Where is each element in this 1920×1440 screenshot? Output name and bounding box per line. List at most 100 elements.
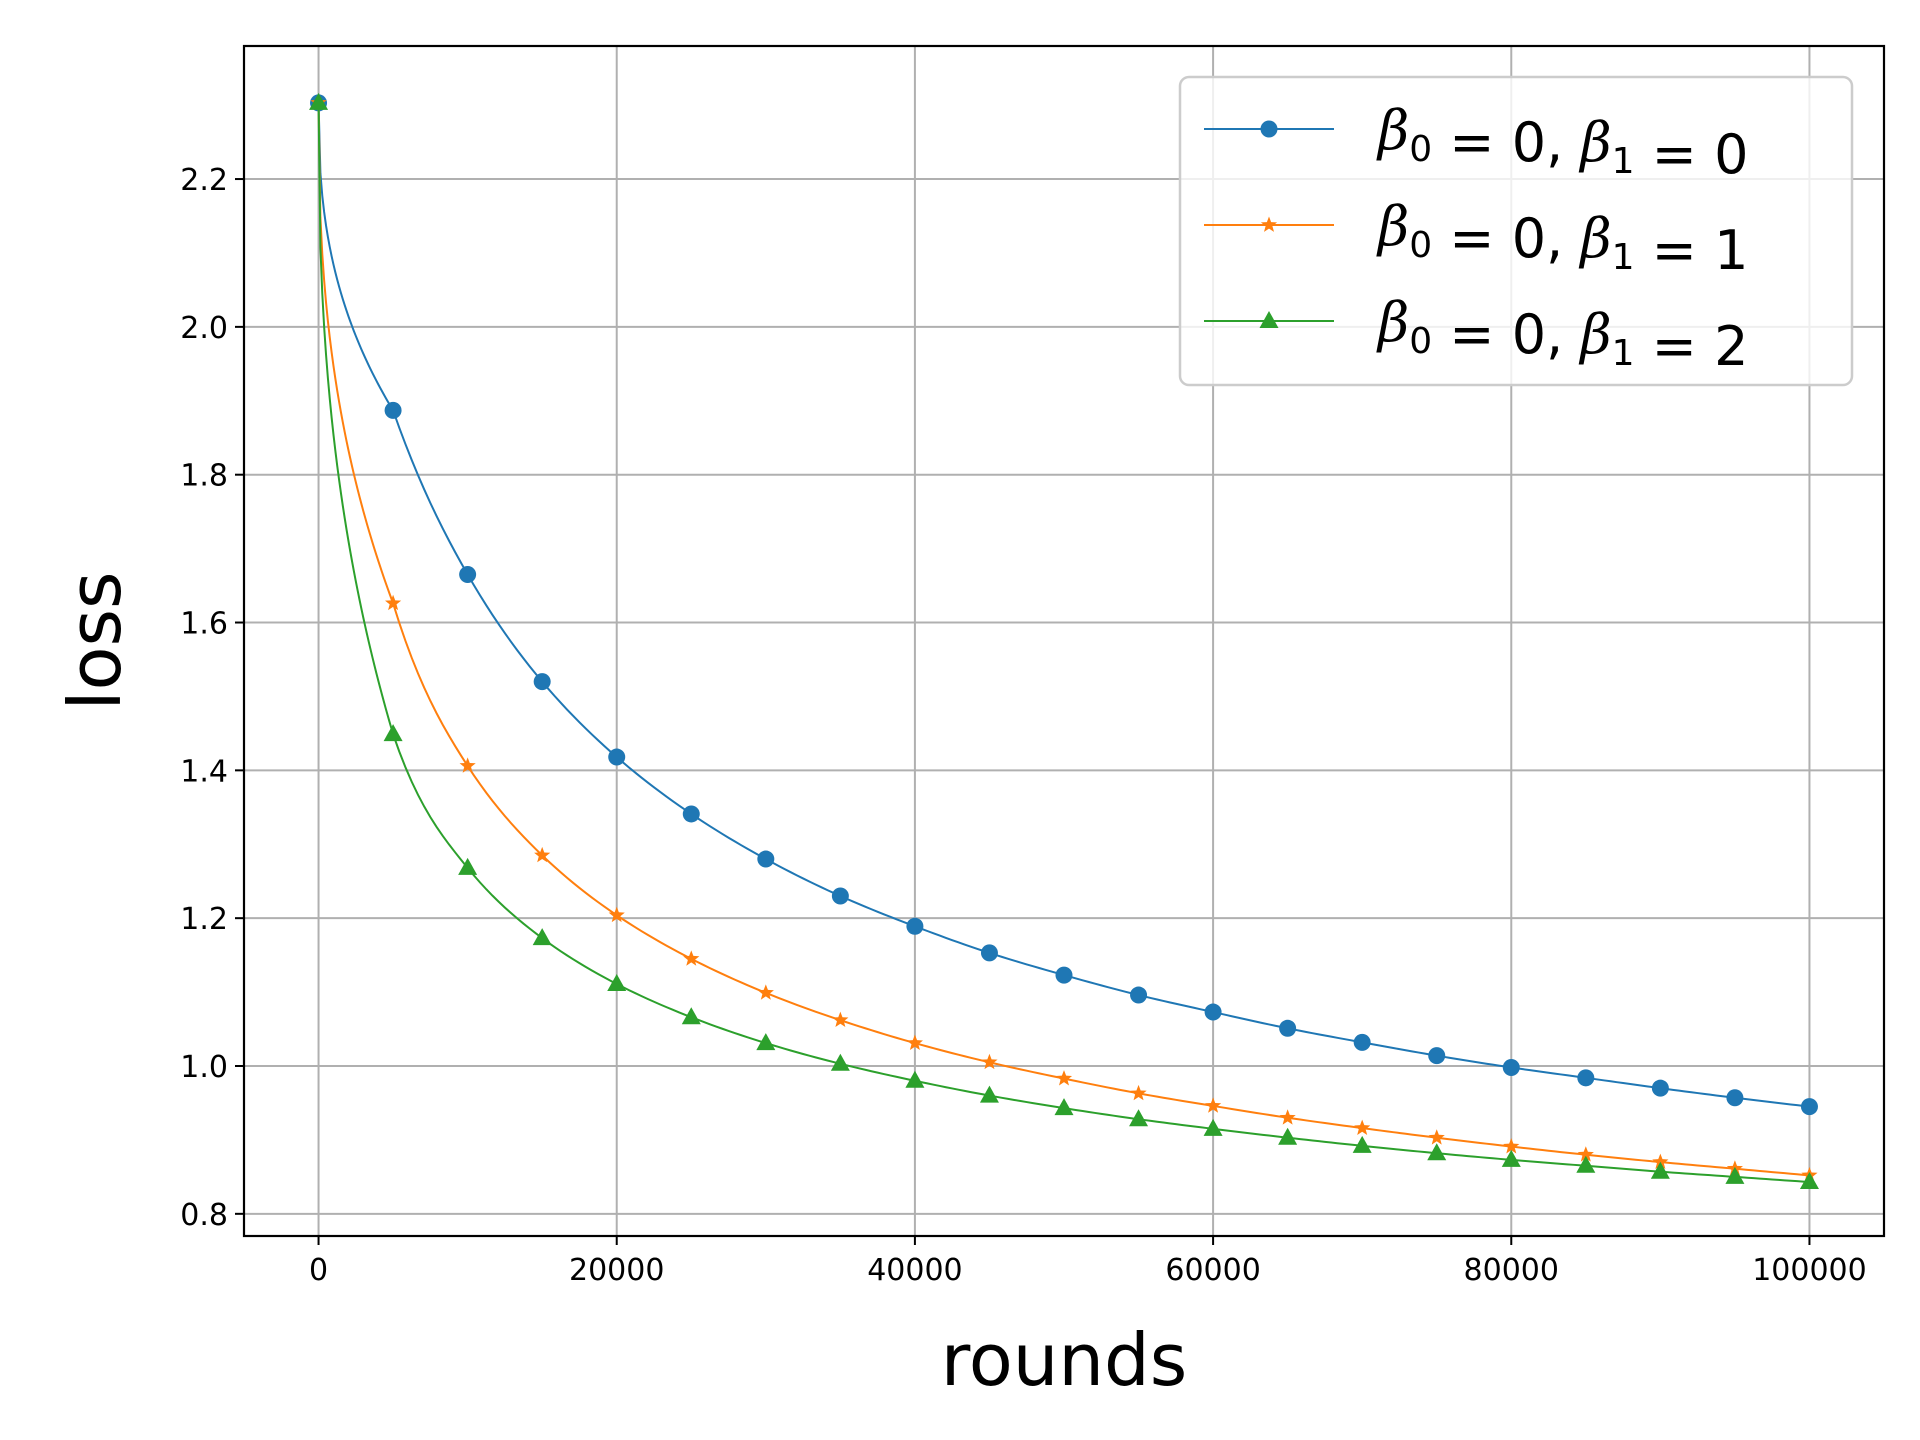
- series-circle: [310, 94, 1818, 1116]
- series-line: [317, 102, 1810, 1177]
- data-point: [385, 594, 402, 611]
- data-point: [1279, 1019, 1297, 1037]
- legend-label-part: = 1: [1635, 219, 1749, 282]
- data-point: [1428, 1129, 1445, 1145]
- data-point: [1054, 1098, 1074, 1116]
- x-tick-label: 20000: [569, 1253, 664, 1288]
- data-point: [1278, 1127, 1298, 1145]
- series-line: [317, 102, 1810, 1108]
- data-point: [906, 917, 924, 935]
- data-point: [1055, 966, 1073, 984]
- legend-box: [1178, 75, 1854, 387]
- x-tick-label: 40000: [867, 1253, 962, 1288]
- legend-label-part: 0: [1409, 321, 1432, 362]
- data-point: [1799, 1172, 1819, 1190]
- data-point: [1354, 1119, 1371, 1135]
- y-tick-label: 1.0: [180, 1050, 228, 1085]
- data-point: [1353, 1033, 1371, 1051]
- y-tick-label: 0.8: [180, 1198, 228, 1233]
- legend: β0 = 0, β1 = 0β0 = 0, β1 = 1β0 = 0, β1 =…: [1178, 75, 1854, 387]
- data-point: [1652, 1153, 1669, 1169]
- data-point: [1577, 1069, 1595, 1087]
- data-point: [981, 1053, 998, 1070]
- data-point: [607, 973, 627, 991]
- data-point: [905, 1070, 925, 1088]
- series-triangle: [309, 92, 1819, 1190]
- data-point: [458, 857, 478, 875]
- legend-marker: [1260, 216, 1278, 232]
- data-point: [1427, 1143, 1447, 1161]
- data-point: [1279, 1109, 1296, 1125]
- y-tick-label: 2.2: [180, 163, 228, 198]
- data-point: [1800, 1098, 1818, 1116]
- x-axis-title: rounds: [941, 1318, 1188, 1402]
- x-tick-label: 60000: [1165, 1253, 1260, 1288]
- data-point: [1130, 1084, 1147, 1101]
- legend-label-part: β: [1578, 303, 1611, 366]
- legend-label-part: 1: [1612, 141, 1635, 182]
- legend-label-part: 0: [1409, 129, 1432, 170]
- legend-label-part: 0: [1409, 225, 1432, 266]
- data-point: [757, 850, 775, 868]
- data-point: [683, 950, 700, 966]
- data-point: [1204, 1003, 1222, 1021]
- data-point: [979, 1085, 999, 1103]
- data-point: [533, 673, 551, 691]
- data-point: [309, 92, 329, 110]
- legend-label: β0 = 0, β1 = 1: [1376, 195, 1748, 282]
- y-tick-label: 1.4: [180, 754, 228, 789]
- legend-label-part: β: [1376, 291, 1409, 354]
- legend-entry: β0 = 0, β1 = 1: [1204, 195, 1748, 282]
- data-point: [1503, 1138, 1520, 1154]
- data-point: [832, 1011, 849, 1028]
- data-point: [532, 928, 552, 946]
- legend-label-part: β: [1578, 207, 1611, 270]
- data-point: [1205, 1097, 1222, 1113]
- data-point: [608, 906, 625, 923]
- y-tick-label: 1.6: [180, 607, 228, 642]
- data-point: [1650, 1161, 1670, 1179]
- legend-label-part: β: [1578, 111, 1611, 174]
- x-tick-label: 80000: [1464, 1253, 1559, 1288]
- data-point: [608, 748, 626, 766]
- plot-frame: [242, 44, 1886, 1238]
- legend-label-part: β: [1376, 195, 1409, 258]
- y-tick-label: 1.8: [180, 459, 228, 494]
- data-point: [1055, 1070, 1073, 1086]
- data-point: [757, 984, 774, 1000]
- data-point: [1577, 1146, 1594, 1162]
- data-point: [906, 1034, 923, 1050]
- y-tick-label: 1.2: [180, 902, 228, 937]
- data-point: [534, 846, 551, 863]
- legend-label: β0 = 0, β1 = 0: [1376, 99, 1748, 186]
- data-point: [1352, 1135, 1372, 1153]
- data-point: [384, 401, 402, 419]
- data-point: [459, 757, 476, 773]
- data-point: [756, 1033, 776, 1051]
- data-point: [383, 724, 403, 742]
- legend-label-part: = 2: [1635, 315, 1749, 378]
- y-axis-title: loss: [53, 571, 137, 710]
- legend-label-part: = 0: [1635, 123, 1749, 186]
- data-point: [682, 805, 700, 823]
- legend-label-part: 1: [1612, 333, 1635, 374]
- data-point: [830, 1053, 850, 1071]
- legend-label-part: 1: [1612, 237, 1635, 278]
- data-point: [459, 565, 477, 583]
- data-point: [1428, 1047, 1446, 1065]
- series-layer: [309, 92, 1819, 1190]
- data-point: [1725, 1166, 1745, 1184]
- data-point: [681, 1007, 701, 1025]
- data-point: [1502, 1058, 1520, 1076]
- x-tick-label: 100000: [1752, 1253, 1867, 1288]
- data-point: [1203, 1118, 1223, 1136]
- data-point: [1651, 1079, 1669, 1097]
- legend-marker: [1260, 120, 1278, 138]
- legend-label: β0 = 0, β1 = 2: [1376, 291, 1748, 378]
- axes: 0 20000 40000 60000 80000 100000 0.8 1.0 1.2 1.4 1…: [180, 163, 1866, 1288]
- data-point: [831, 887, 849, 905]
- y-tick-label: 2.0: [180, 311, 228, 346]
- data-point: [1501, 1149, 1521, 1167]
- data-point: [1129, 1109, 1149, 1127]
